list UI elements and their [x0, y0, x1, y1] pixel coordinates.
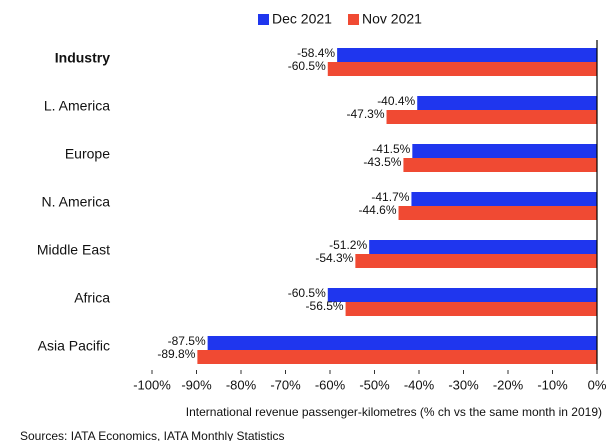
- value-label: -47.3%: [346, 107, 384, 121]
- x-tick-label: -80%: [226, 377, 257, 392]
- value-label: -40.4%: [377, 94, 415, 108]
- value-label: -51.2%: [329, 238, 367, 252]
- category-label: L. America: [44, 98, 110, 114]
- bar: [398, 206, 597, 220]
- value-label: -41.7%: [371, 190, 409, 204]
- x-tick-label: -40%: [404, 377, 435, 392]
- category-label: Europe: [65, 146, 110, 162]
- source-note: Sources: IATA Economics, IATA Monthly St…: [20, 429, 285, 441]
- x-tick-label: -70%: [270, 377, 301, 392]
- category-label: Africa: [74, 290, 110, 306]
- legend-swatch: [348, 14, 359, 25]
- value-label: -87.5%: [168, 334, 206, 348]
- category-label: Middle East: [37, 242, 110, 258]
- x-tick-label: -100%: [133, 377, 171, 392]
- legend-swatch: [258, 14, 269, 25]
- x-tick-label: -20%: [493, 377, 524, 392]
- bar: [345, 302, 597, 316]
- value-label: -43.5%: [363, 155, 401, 169]
- bar: [412, 144, 597, 158]
- x-tick-label: -60%: [315, 377, 346, 392]
- value-label: -56.5%: [306, 299, 344, 313]
- category-label: Industry: [55, 50, 110, 66]
- legend-label: Dec 2021: [272, 11, 332, 27]
- category-label: N. America: [42, 194, 111, 210]
- value-label: -44.6%: [358, 203, 396, 217]
- x-tick-label: -90%: [181, 377, 212, 392]
- bar: [386, 110, 597, 124]
- bar: [327, 288, 597, 302]
- bar: [403, 158, 597, 172]
- value-label: -54.3%: [315, 251, 353, 265]
- value-label: -58.4%: [297, 46, 335, 60]
- category-label: Asia Pacific: [38, 338, 110, 354]
- bar: [327, 62, 597, 76]
- value-label: -60.5%: [288, 59, 326, 73]
- bar: [417, 96, 597, 110]
- x-axis-label: International revenue passenger-kilometr…: [186, 405, 602, 419]
- value-label: -89.8%: [157, 347, 195, 361]
- bar: [337, 48, 597, 62]
- x-tick-label: -10%: [537, 377, 568, 392]
- legend-label: Nov 2021: [362, 11, 422, 27]
- bar: [355, 254, 597, 268]
- x-tick-label: -50%: [359, 377, 390, 392]
- x-tick-label: 0%: [588, 377, 607, 392]
- bar: [369, 240, 597, 254]
- x-tick-label: -30%: [448, 377, 479, 392]
- bar: [411, 192, 597, 206]
- bar: [197, 350, 597, 364]
- value-label: -41.5%: [372, 142, 410, 156]
- value-label: -60.5%: [288, 286, 326, 300]
- bar: [207, 336, 597, 350]
